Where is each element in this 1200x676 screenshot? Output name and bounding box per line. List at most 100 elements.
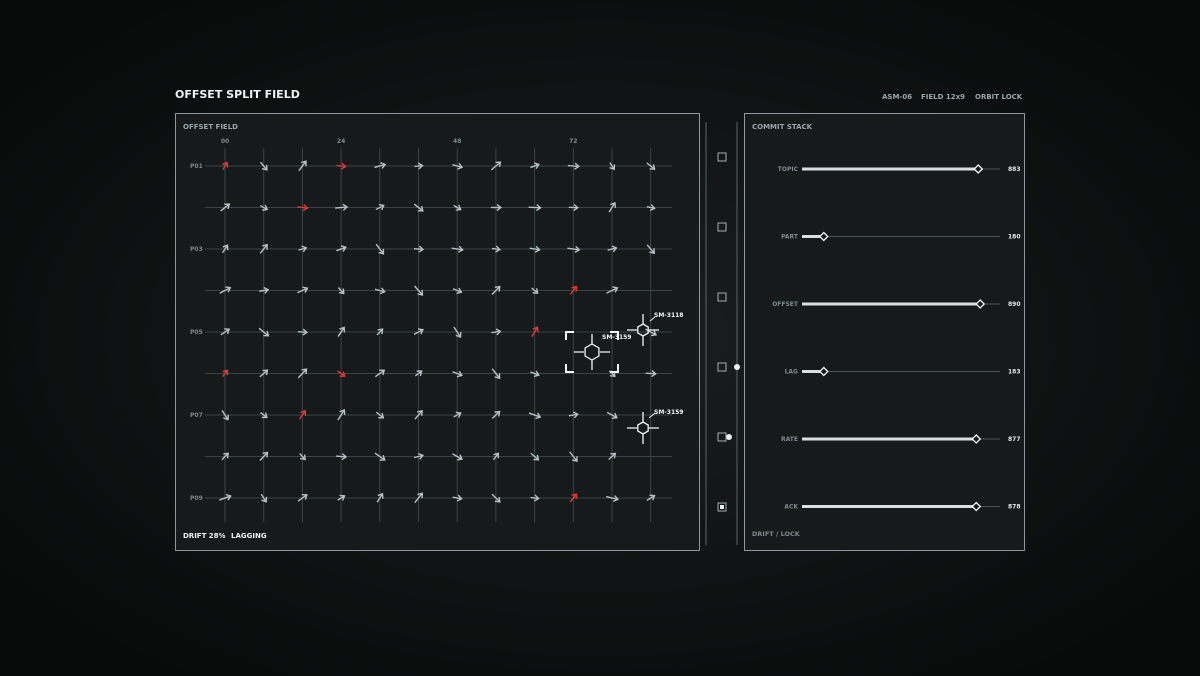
arrow-shaft [528, 412, 541, 418]
arrow-shaft [606, 411, 618, 419]
arrow-shaft [375, 204, 385, 211]
checkbox[interactable] [717, 432, 727, 442]
arrow-head [224, 328, 231, 335]
slider-value: 180 [1008, 234, 1021, 241]
checkbox[interactable] [717, 362, 727, 372]
vector-arrow [297, 204, 309, 212]
checkbox[interactable] [717, 502, 727, 512]
vector-arrow [452, 370, 463, 378]
slider-knob[interactable] [818, 231, 829, 242]
arrow-head [222, 244, 229, 251]
arrow-head [495, 161, 502, 168]
vector-arrow [298, 245, 308, 253]
arrow-shaft [530, 371, 540, 376]
column-label: 00 [221, 138, 229, 145]
vector-arrow [298, 160, 307, 172]
vector-arrow [528, 412, 542, 420]
arrow-shaft [376, 493, 384, 503]
arrow-shaft [490, 161, 501, 171]
arrow-head [496, 203, 503, 212]
arrow-shaft [452, 288, 462, 293]
arrow-head [224, 203, 231, 210]
arrow-shaft [646, 495, 655, 501]
arrow-head [533, 454, 540, 461]
arrow-head [534, 245, 541, 253]
vector-arrow [374, 452, 386, 461]
arrow-head [302, 204, 309, 212]
vector-arrow [297, 328, 309, 336]
slider-value: 890 [1008, 301, 1021, 308]
vector-arrow [452, 287, 463, 295]
vector-arrow [259, 204, 269, 211]
checkbox[interactable] [717, 152, 727, 162]
vector-arrow [259, 369, 269, 378]
arrow-shaft [569, 493, 578, 503]
arrow-head [342, 203, 349, 211]
vector-arrow [491, 285, 501, 295]
column-label: 24 [337, 138, 345, 145]
arrow-shaft [374, 452, 386, 461]
vector-arrow [569, 493, 578, 503]
vector-arrow [220, 328, 231, 336]
arrow-head [457, 162, 464, 170]
vector-arrow [608, 452, 617, 461]
arrow-shaft [259, 289, 269, 292]
arrow-shaft [299, 453, 306, 460]
arrow-head [417, 289, 424, 296]
arrow-shaft [491, 411, 501, 419]
arrow-shaft [221, 244, 229, 254]
target-reticle [627, 314, 659, 346]
slider-knob[interactable] [971, 501, 982, 512]
arrow-shaft [491, 493, 501, 503]
reticle-cross [574, 334, 610, 370]
slider-knob[interactable] [971, 434, 982, 444]
arrow-head [301, 160, 307, 167]
arrow-shaft [567, 164, 579, 168]
checkbox-mark [720, 505, 724, 509]
arrow-shaft [531, 326, 538, 338]
arrow-shaft [530, 452, 539, 461]
tag: ORBIT LOCK [975, 93, 1023, 101]
arrow-head [225, 493, 232, 501]
row-label: P09 [190, 495, 203, 502]
arrow-shaft [376, 328, 384, 336]
arrow-shaft [646, 162, 656, 170]
vector-arrow [414, 492, 423, 504]
arrow-shaft [452, 164, 463, 168]
arrow-shaft [297, 330, 307, 334]
arrow-shaft [375, 411, 384, 419]
arrow-head [378, 248, 385, 255]
vector-arrow [645, 370, 657, 378]
panel-title: COMMIT STACK [752, 123, 813, 131]
slider-knob[interactable] [818, 366, 829, 377]
arrow-shaft [608, 202, 616, 213]
panel-footer: DRIFT / LOCK [752, 530, 801, 538]
slider-knob[interactable] [973, 164, 984, 174]
slider-label: ACK [784, 504, 798, 511]
arrow-shaft [645, 328, 657, 336]
arrow-shaft [608, 452, 616, 461]
vector-arrow [337, 370, 346, 377]
slider-value: 877 [1008, 436, 1021, 443]
arrow-shaft [374, 288, 385, 293]
vector-arrow [609, 162, 616, 171]
vector-arrow [260, 493, 268, 503]
arrow-shaft [453, 326, 462, 338]
checkbox[interactable] [717, 222, 727, 232]
checkbox[interactable] [717, 292, 727, 302]
arrow-head [611, 412, 618, 420]
arrow-shaft [569, 451, 578, 462]
slider-knob[interactable] [975, 299, 986, 309]
arrow-head [533, 162, 540, 170]
vector-arrow [337, 326, 346, 337]
arrow-shaft [336, 164, 346, 168]
vector-arrow [452, 162, 464, 170]
arrow-head [495, 328, 502, 336]
vector-arrow [646, 162, 656, 170]
vector-arrow [492, 452, 500, 461]
arrow-shaft [609, 162, 615, 170]
arrow-head [611, 245, 618, 253]
status: DRIFT 28% [183, 532, 226, 540]
arrow-shaft [298, 160, 307, 172]
